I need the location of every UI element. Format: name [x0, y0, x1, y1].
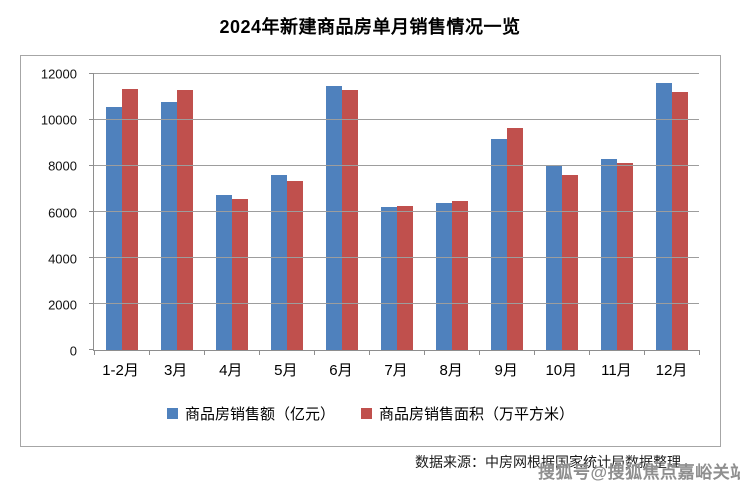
gridline-12000: [94, 73, 699, 74]
y-axis-label-2000: 2000: [48, 297, 77, 313]
y-axis-tick-12000: [89, 73, 94, 74]
bar-group-1-2月: [94, 74, 149, 350]
legend-item: 商品房销售面积（万平方米）: [361, 403, 574, 424]
data-source-text: 数据来源：中房网根据国家统计局数据整理: [415, 454, 681, 470]
x-axis-label-9月: 9月: [494, 362, 518, 379]
y-axis-tick-4000: [89, 257, 94, 258]
bar-商品房销售额（亿元）-7月: [380, 207, 397, 350]
bars-container: [94, 74, 699, 350]
y-axis-tick-10000: [89, 119, 94, 120]
bar-商品房销售额（亿元）-10月: [545, 166, 562, 350]
y-axis-tick-0: [89, 349, 94, 350]
bar-group-11月: [589, 74, 644, 350]
bar-商品房销售面积（万平方米）-3月: [176, 90, 193, 350]
bar-商品房销售面积（万平方米）-7月: [396, 206, 413, 350]
x-axis-label-5月: 5月: [274, 362, 298, 379]
plot-area: [89, 73, 700, 355]
x-axis-tick-4: [314, 350, 315, 355]
bar-商品房销售面积（万平方米）-12月: [671, 91, 688, 350]
bar-group-7月: [369, 74, 424, 350]
bar-商品房销售额（亿元）-11月: [600, 158, 617, 350]
gridline-2000: [94, 303, 699, 304]
bar-商品房销售额（亿元）-9月: [490, 139, 507, 350]
gridline-6000: [94, 211, 699, 212]
bar-商品房销售面积（万平方米）-5月: [286, 180, 303, 350]
x-axis-tick-5: [369, 350, 370, 355]
x-axis-tick-0: [94, 350, 95, 355]
chart-title: 2024年新建商品房单月销售情况一览: [219, 17, 521, 37]
bar-group-9月: [479, 74, 534, 350]
gridline-8000: [94, 165, 699, 166]
legend: 商品房销售额（亿元） 商品房销售面积（万平方米）: [21, 403, 720, 424]
bar-商品房销售额（亿元）-3月: [160, 102, 177, 350]
x-axis-tick-11: [699, 350, 700, 355]
y-axis-label-10000: 10000: [40, 112, 77, 128]
x-axis-tick-1: [149, 350, 150, 355]
x-axis-label-1-2月: 1-2月: [102, 362, 139, 379]
chart-frame: 0 2000 4000 6000 8000 10000 12000 1-2月 3月 4月 5月 6月…: [20, 55, 721, 447]
bar-商品房销售额（亿元）-8月: [435, 203, 452, 350]
y-axis-label-4000: 4000: [48, 251, 77, 267]
x-axis-label-6月: 6月: [329, 362, 353, 379]
x-axis-tick-2: [204, 350, 205, 355]
bar-商品房销售面积（万平方米）-10月: [561, 174, 578, 350]
bar-商品房销售面积（万平方米）-9月: [506, 128, 523, 350]
gridline-4000: [94, 257, 699, 258]
x-axis-label-4月: 4月: [219, 362, 243, 379]
x-axis-tick-7: [479, 350, 480, 355]
bar-商品房销售额（亿元）-4月: [215, 195, 232, 350]
legend-swatch-icon: [361, 408, 372, 419]
bar-group-4月: [204, 74, 259, 350]
bar-group-12月: [644, 74, 699, 350]
bar-商品房销售面积（万平方米）-4月: [231, 198, 248, 350]
x-axis-label-8月: 8月: [439, 362, 463, 379]
y-axis-label-12000: 12000: [40, 66, 77, 82]
bar-商品房销售面积（万平方米）-8月: [451, 200, 468, 350]
x-axis-tick-8: [534, 350, 535, 355]
legend-item: 商品房销售额（亿元）: [166, 403, 335, 424]
x-axis-label-12月: 12月: [655, 362, 688, 379]
bar-商品房销售额（亿元）-6月: [325, 86, 342, 350]
bar-商品房销售额（亿元）-1-2月: [105, 107, 122, 350]
y-axis-label-8000: 8000: [48, 158, 77, 174]
legend-label: 商品房销售额（亿元）: [184, 406, 335, 423]
x-axis-tick-3: [259, 350, 260, 355]
x-axis-tick-9: [589, 350, 590, 355]
x-axis-labels: 1-2月 3月 4月 5月 6月 7月 8月 9月 10月 11月 12月: [93, 359, 699, 380]
y-axis-label-6000: 6000: [48, 205, 77, 220]
bar-group-3月: [149, 74, 204, 350]
watermark-text: 搜狐号@搜狐焦点嘉峪关站: [538, 463, 740, 482]
x-axis-tick-10: [644, 350, 645, 355]
bar-group-10月: [534, 74, 589, 350]
bar-group-5月: [259, 74, 314, 350]
x-axis-label-7月: 7月: [384, 362, 408, 379]
bar-商品房销售面积（万平方米）-1-2月: [121, 88, 138, 350]
x-axis-label-3月: 3月: [163, 362, 188, 379]
bar-商品房销售额（亿元）-5月: [270, 174, 287, 350]
y-axis-tick-8000: [89, 165, 94, 166]
x-axis-label-11月: 11月: [601, 362, 632, 379]
y-axis-label-0: 0: [69, 343, 77, 359]
x-axis-label-10月: 10月: [545, 362, 578, 379]
x-axis-tick-6: [424, 350, 425, 355]
bar-商品房销售面积（万平方米）-6月: [341, 90, 358, 350]
legend-label: 商品房销售面积（万平方米）: [379, 406, 575, 423]
y-axis-tick-2000: [89, 303, 94, 304]
bar-group-8月: [424, 74, 479, 350]
legend-swatch-icon: [166, 408, 178, 419]
bar-商品房销售额（亿元）-12月: [655, 82, 672, 350]
gridline-10000: [94, 119, 699, 120]
bar-group-6月: [314, 74, 369, 350]
y-axis-tick-6000: [89, 211, 94, 212]
y-axis-labels: 0 2000 4000 6000 8000 10000 12000: [21, 67, 85, 359]
